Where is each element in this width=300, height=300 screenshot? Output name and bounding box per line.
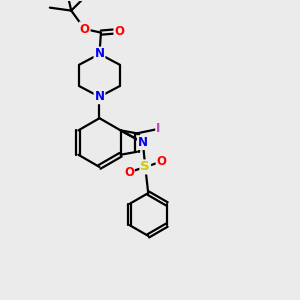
Text: O: O xyxy=(114,25,124,38)
Text: S: S xyxy=(140,160,150,173)
Text: O: O xyxy=(157,155,166,168)
Text: N: N xyxy=(94,90,104,103)
Text: N: N xyxy=(138,136,148,149)
Text: O: O xyxy=(124,166,134,179)
Text: O: O xyxy=(80,22,90,35)
Text: I: I xyxy=(156,122,160,135)
Text: N: N xyxy=(94,47,104,61)
